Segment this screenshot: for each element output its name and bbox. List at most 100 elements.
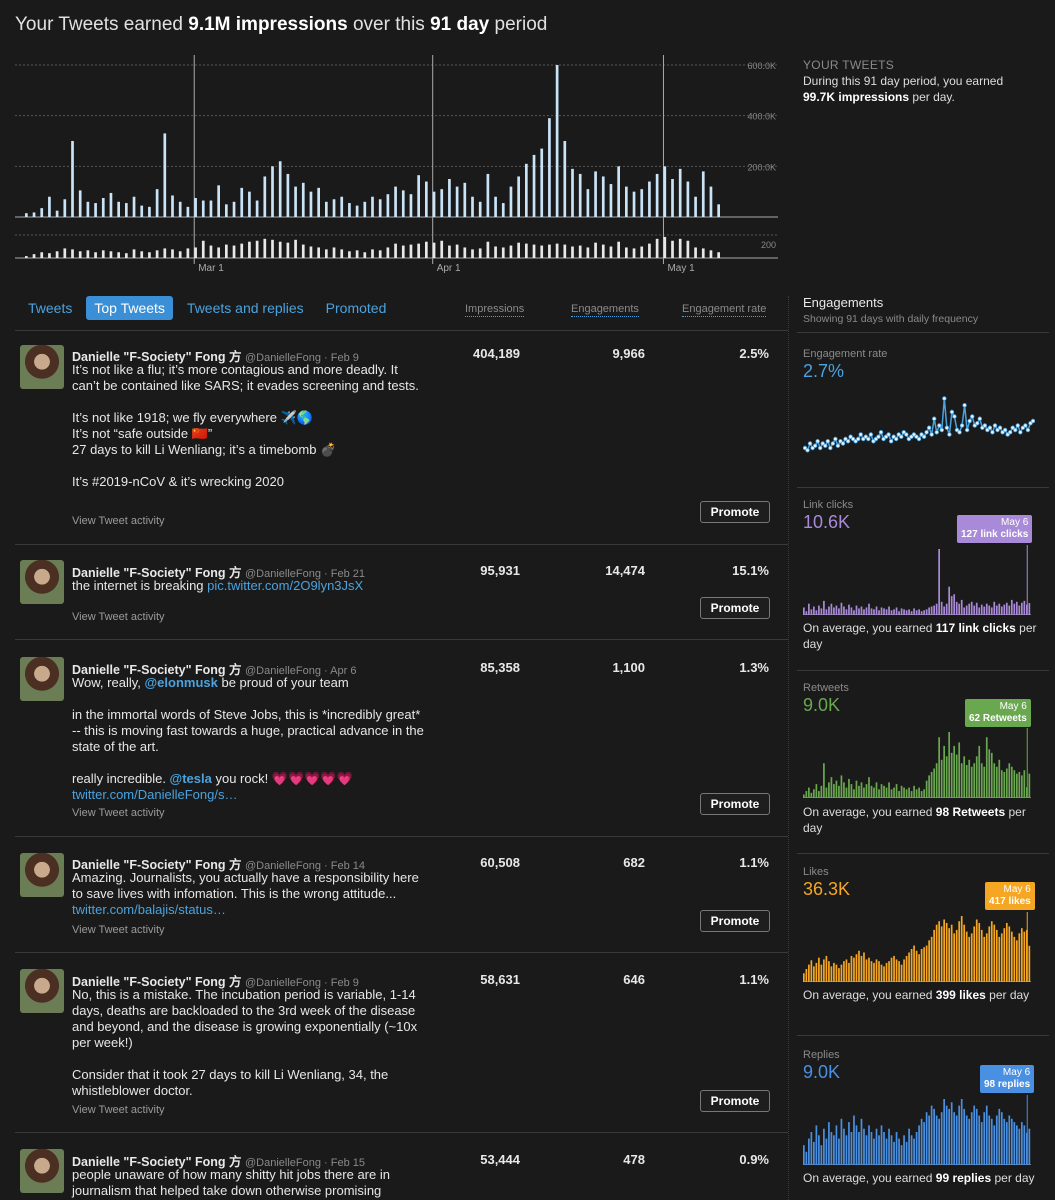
replies-bar[interactable] [903,1135,905,1165]
engagement-bar[interactable] [555,243,559,258]
impression-bar[interactable] [140,205,144,217]
view-tweet-activity-link[interactable]: View Tweet activity [72,515,165,527]
retweets-bar[interactable] [1015,773,1018,798]
retweets-bar[interactable] [1005,768,1008,798]
engagement-bar[interactable] [548,244,551,258]
impression-bar[interactable] [586,189,590,217]
retweets-bar[interactable] [865,784,868,798]
retweets-bar[interactable] [955,754,958,798]
likes-bar[interactable] [920,949,923,982]
impression-bar[interactable] [655,173,659,217]
impression-bar[interactable] [555,65,559,217]
engagement-bar[interactable] [248,241,251,258]
impression-bar[interactable] [240,187,244,217]
link_clicks-bar[interactable] [850,607,853,615]
likes-bar[interactable] [938,921,941,982]
engagement-bar[interactable] [148,252,151,258]
replies-bar[interactable] [868,1125,870,1165]
rate-point[interactable] [926,425,932,430]
link_clicks-bar[interactable] [928,607,930,615]
replies-bar[interactable] [920,1118,923,1165]
impression-bar[interactable] [232,201,236,217]
replies-bar[interactable] [933,1108,935,1165]
replies-bar[interactable] [990,1118,993,1165]
impression-bar[interactable] [448,179,451,217]
impression-bar[interactable] [148,206,151,217]
likes-bar[interactable] [983,936,986,982]
tweet-row[interactable]: Danielle "F-Society" Fong 方 @DanielleFon… [15,640,788,837]
link_clicks-bar[interactable] [998,603,1001,615]
link_clicks-bar[interactable] [993,601,996,615]
engagement-bar[interactable] [417,243,420,258]
link_clicks-bar[interactable] [820,608,823,615]
rate-point[interactable] [942,396,947,401]
engagement-bar[interactable] [163,248,167,258]
engagement-bar[interactable] [32,254,36,258]
engagement-bar[interactable] [271,239,274,258]
rate-point[interactable] [835,443,841,448]
likes-bar[interactable] [878,961,880,982]
replies-bar[interactable] [1013,1122,1016,1165]
engagement-bar[interactable] [632,248,636,258]
likes-bar[interactable] [840,964,843,982]
likes-bar[interactable] [968,936,971,982]
likes-bar[interactable] [970,933,973,982]
impression-bar[interactable] [40,208,44,217]
retweets-bar[interactable] [895,784,898,798]
retweets-bar[interactable] [978,745,981,798]
likes-bar[interactable] [998,936,1001,982]
impression-bar[interactable] [463,182,467,217]
engagement-bar[interactable] [640,246,644,259]
link_clicks-bar[interactable] [965,605,968,615]
impression-bar[interactable] [709,186,713,217]
replies-bar[interactable] [820,1145,823,1165]
impression-bar[interactable] [548,118,551,217]
link_clicks-bar[interactable] [953,594,956,615]
likes-bar[interactable] [863,952,865,982]
engagement-bar[interactable] [71,249,74,258]
likes-bar[interactable] [958,921,961,982]
link_clicks-bar[interactable] [995,605,998,615]
engagement-bar[interactable] [509,245,513,258]
replies-bar[interactable] [865,1135,868,1165]
impression-bar[interactable] [594,171,597,217]
impression-bar[interactable] [363,201,367,217]
likes-bar[interactable] [883,966,885,982]
rate-point[interactable] [856,436,861,442]
likes-bar[interactable] [855,954,858,982]
retweets-bar[interactable] [823,763,825,798]
retweets-bar[interactable] [918,787,920,798]
link_clicks-bar[interactable] [813,606,815,615]
replies-bar[interactable] [938,1118,941,1165]
retweets-bar[interactable] [848,778,850,798]
likes-bar[interactable] [900,964,903,982]
tweet-row[interactable]: Danielle "F-Society" Fong 方 @DanielleFon… [15,545,788,640]
link_clicks-bar[interactable] [920,611,923,615]
rate-point[interactable] [944,425,950,430]
replies-bar[interactable] [1000,1112,1003,1165]
link_clicks-bar[interactable] [1015,601,1018,615]
retweets-bar[interactable] [960,763,963,798]
link_clicks-bar[interactable] [1020,602,1023,615]
rate-point[interactable] [1023,423,1028,428]
replies-bar[interactable] [870,1132,873,1165]
engagement-bar[interactable] [348,251,351,258]
likes-bar[interactable] [868,957,870,982]
view-tweet-activity-link[interactable]: View Tweet activity [72,1104,165,1116]
likes-bar[interactable] [930,936,933,982]
replies-bar[interactable] [950,1102,953,1165]
retweets-bar[interactable] [945,756,948,798]
rate-point[interactable] [886,432,891,437]
impression-bar[interactable] [286,173,290,217]
retweets-bar[interactable] [808,787,810,798]
rate-point[interactable] [858,432,863,437]
impression-bar[interactable] [678,168,682,217]
likes-bar[interactable] [978,922,981,982]
link_clicks-bar[interactable] [945,603,948,615]
impression-bar[interactable] [109,192,113,217]
engagement-bar[interactable] [301,244,305,258]
engagement-bar[interactable] [378,250,382,258]
impression-bar[interactable] [386,194,390,217]
impression-bar[interactable] [440,189,444,217]
replies-bar[interactable] [953,1112,956,1165]
